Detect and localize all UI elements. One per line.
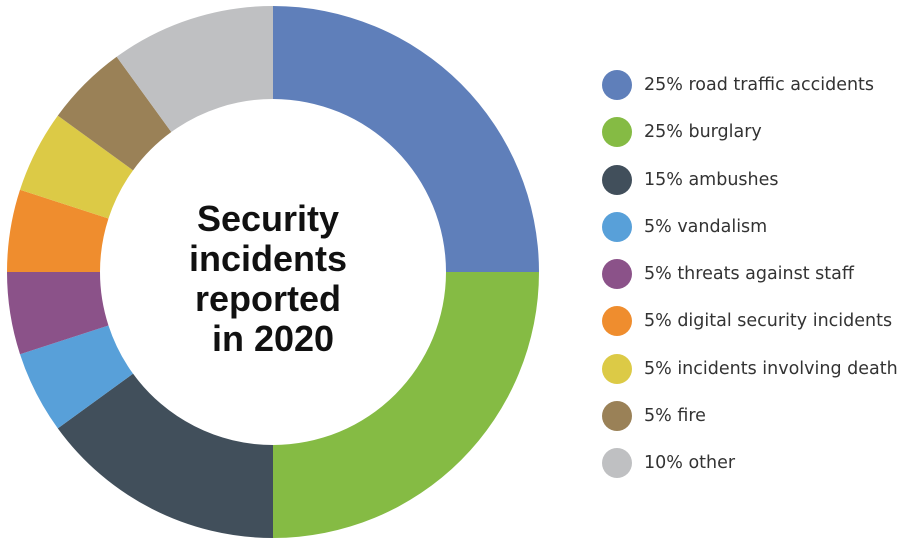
legend-swatch <box>602 401 632 432</box>
donut-slice-9 <box>116 6 273 133</box>
legend-item-6: 5% digital security incidents <box>602 306 912 337</box>
legend-swatch <box>602 70 632 100</box>
legend-item-1: 25% road traffic accidents <box>602 70 912 100</box>
legend-item-3: 15% ambushes <box>602 164 912 195</box>
legend-swatch <box>602 448 632 479</box>
legend-item-2: 25% burglary <box>602 117 912 148</box>
legend-label: 5% digital security incidents <box>644 311 893 332</box>
legend-swatch <box>602 353 632 384</box>
legend-swatch <box>602 306 632 337</box>
chart-title-line-4: in 2020 <box>212 318 334 359</box>
donut-slice-3 <box>57 373 273 538</box>
legend-label: 5% vandalism <box>644 216 768 237</box>
legend-swatch <box>602 259 632 290</box>
legend-label: 5% threats against staff <box>644 264 854 285</box>
legend-label: 15% ambushes <box>644 169 779 190</box>
legend-item-4: 5% vandalism <box>602 211 912 242</box>
chart-title-line-1: Security <box>197 198 339 239</box>
legend-label: 25% road traffic accidents <box>644 75 875 95</box>
legend-label: 5% fire <box>644 406 706 427</box>
donut-slices <box>7 6 539 538</box>
donut-chart: Security incidents reported in 2020 <box>7 6 539 538</box>
chart-title-line-3: reported <box>195 278 341 319</box>
legend-label: 10% other <box>644 453 736 474</box>
legend-item-8: 5% fire <box>602 401 912 432</box>
donut-slice-5 <box>7 272 109 355</box>
donut-slice-8 <box>57 56 172 171</box>
donut-slice-2 <box>273 272 539 538</box>
legend-item-9: 10% other <box>602 448 912 479</box>
donut-slice-6 <box>7 189 109 272</box>
chart-title: Security incidents reported in 2020 <box>189 198 357 359</box>
chart-title-line-2: incidents <box>189 238 347 279</box>
donut-slice-4 <box>20 325 134 429</box>
legend-item-5: 5% threats against staff <box>602 259 912 290</box>
legend-label: 5% incidents involving death <box>644 358 898 379</box>
donut-slice-1 <box>273 6 539 272</box>
legend-swatch <box>602 117 632 148</box>
legend-item-7: 5% incidents involving death <box>602 353 912 384</box>
donut-slice-7 <box>20 115 134 219</box>
chart-legend: 25% road traffic accidents 25% burglary 15… <box>602 70 912 496</box>
legend-label: 25% burglary <box>644 122 762 143</box>
legend-swatch <box>602 164 632 195</box>
legend-swatch <box>602 211 632 242</box>
